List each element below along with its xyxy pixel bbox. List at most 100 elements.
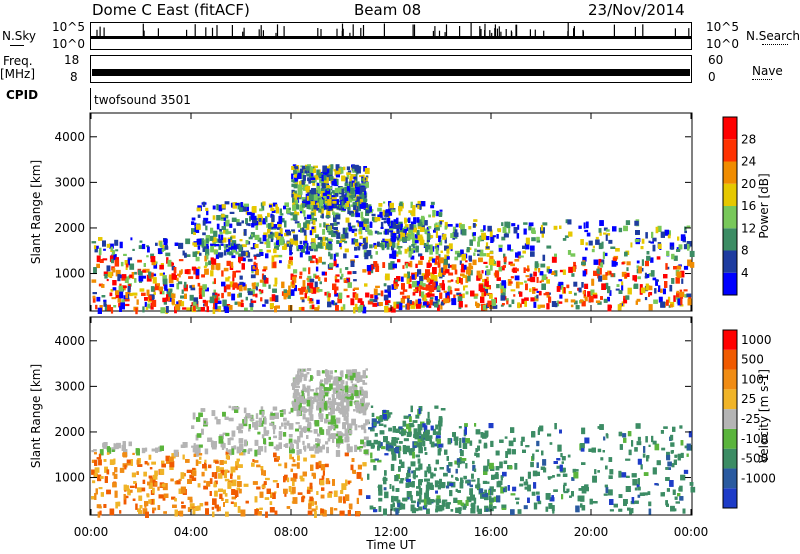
echo-cell xyxy=(410,201,413,209)
echo-cell xyxy=(346,172,351,176)
echo-cell xyxy=(580,239,584,245)
echo-cell xyxy=(191,302,194,306)
echo-cell xyxy=(402,289,408,292)
echo-cell xyxy=(346,201,350,204)
echo-cell xyxy=(210,264,215,270)
echo-cell xyxy=(497,228,501,233)
echo-cell xyxy=(129,263,135,270)
echo-cell xyxy=(264,299,269,304)
echo-cell xyxy=(294,204,299,210)
echo-cell xyxy=(522,250,526,254)
echo-cell xyxy=(232,282,238,289)
echo-cell xyxy=(144,268,150,273)
echo-cell xyxy=(377,231,380,235)
echo-cell xyxy=(687,243,690,251)
echo-cell xyxy=(415,299,420,307)
beam-title: Beam 08 xyxy=(354,1,422,19)
echo-cell xyxy=(307,282,311,288)
echo-cell xyxy=(310,260,315,264)
echo-cell xyxy=(350,204,354,207)
echo-cell xyxy=(385,209,391,214)
echo-cell xyxy=(112,287,117,291)
echo-cell xyxy=(98,249,102,256)
echo-cell xyxy=(299,276,303,279)
echo-cell xyxy=(241,205,247,212)
echo-cell xyxy=(160,307,165,314)
echo-cell xyxy=(270,238,274,242)
echo-cell xyxy=(361,217,365,222)
echo-cell xyxy=(621,281,624,286)
nsky-spike xyxy=(96,29,98,36)
echo-cell xyxy=(303,240,308,245)
nsky-spike xyxy=(194,24,196,36)
echo-cell xyxy=(373,288,378,296)
echo-cell xyxy=(171,265,176,271)
echo-cell xyxy=(308,175,311,178)
echo-cell xyxy=(287,241,292,244)
echo-cell xyxy=(505,298,509,302)
nsky-spike xyxy=(484,23,486,36)
echo-cell xyxy=(406,302,410,310)
echo-cell xyxy=(599,267,602,275)
echo-cell xyxy=(362,237,366,244)
echo-cell xyxy=(360,199,364,204)
echo-cell xyxy=(332,200,337,204)
echo-cell xyxy=(314,178,317,183)
echo-cell xyxy=(325,189,331,194)
echo-cell xyxy=(286,290,291,296)
echo-cell xyxy=(359,204,364,209)
echo-cell xyxy=(112,268,116,273)
echo-cell xyxy=(355,187,360,195)
echo-cell xyxy=(171,293,176,299)
echo-cell xyxy=(451,298,457,306)
echo-cell xyxy=(460,224,465,230)
echo-cell xyxy=(312,168,316,174)
echo-cell xyxy=(261,273,265,280)
echo-cell xyxy=(665,263,668,270)
echo-cell xyxy=(429,285,435,292)
echo-cell xyxy=(218,241,224,244)
echo-cell xyxy=(380,290,384,297)
echo-cell xyxy=(686,241,692,247)
echo-cell xyxy=(429,291,432,295)
echo-cell xyxy=(652,244,656,252)
echo-cell xyxy=(196,207,202,212)
echo-cell xyxy=(218,234,221,242)
echo-cell xyxy=(253,254,258,257)
echo-cell xyxy=(625,295,630,300)
echo-cell xyxy=(653,299,658,304)
echo-cell xyxy=(446,249,450,254)
echo-cell xyxy=(486,269,491,275)
echo-cell xyxy=(335,274,340,277)
echo-cell xyxy=(683,244,688,250)
echo-cell xyxy=(343,166,346,171)
echo-cell xyxy=(445,246,451,249)
echo-cell xyxy=(196,238,201,245)
echo-cell xyxy=(410,248,414,254)
echo-cell xyxy=(338,208,343,211)
echo-cell xyxy=(278,232,281,236)
echo-cell xyxy=(683,289,688,292)
echo-cell xyxy=(385,212,389,218)
echo-cell xyxy=(97,307,102,314)
nsky-spike xyxy=(186,29,188,36)
echo-cell xyxy=(101,284,105,288)
echo-cell xyxy=(380,226,384,229)
echo-cell xyxy=(501,236,506,241)
echo-cell xyxy=(420,256,424,260)
echo-cell xyxy=(327,226,332,231)
echo-cell xyxy=(581,261,586,266)
echo-cell xyxy=(124,299,130,302)
nsky-spike xyxy=(444,32,446,36)
echo-cell xyxy=(309,298,313,302)
echo-cell xyxy=(480,229,484,233)
echo-cell xyxy=(288,207,291,210)
nsky-spike xyxy=(413,24,416,36)
echo-cell xyxy=(481,292,485,297)
echo-cell xyxy=(308,193,314,201)
echo-cell xyxy=(660,301,666,308)
nsky-spike xyxy=(432,30,434,36)
echo-cell xyxy=(216,223,220,230)
echo-cell xyxy=(147,303,150,308)
echo-cell xyxy=(393,301,397,309)
